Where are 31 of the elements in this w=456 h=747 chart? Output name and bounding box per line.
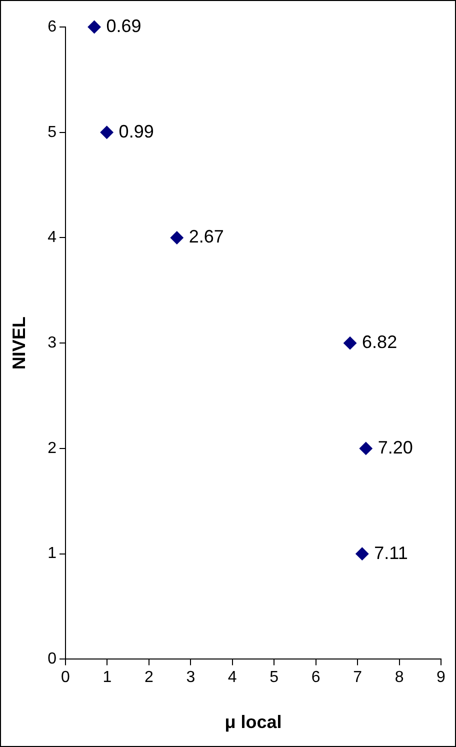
point: [170, 231, 184, 244]
x-tick-label: 3: [186, 669, 196, 686]
y-tick-label: 4: [48, 229, 57, 246]
point: [100, 126, 114, 139]
annotation: 2.67: [188, 226, 224, 247]
x-tick-label: 4: [228, 669, 237, 686]
x-tick-label: 5: [270, 669, 279, 686]
annotation: 6.82: [362, 332, 398, 352]
point: [359, 442, 372, 455]
y-tick-label: 1: [48, 545, 57, 562]
y-tick-label: 5: [48, 124, 57, 141]
x-tick-label: 1: [102, 669, 112, 686]
annotation: 0.99: [118, 121, 154, 142]
y-tick-label: 0: [48, 650, 57, 668]
x-tick-label: 0: [61, 669, 70, 686]
y-tick-label: 2: [48, 440, 57, 457]
x-tick-label: 7: [353, 669, 362, 686]
annotation: 7.20: [378, 437, 413, 458]
y-tick-label: 3: [48, 334, 57, 352]
annotation: 7.11: [374, 542, 408, 563]
x-tick-label: 6: [311, 669, 320, 686]
x-tick-label: 8: [394, 669, 404, 686]
point: [88, 20, 101, 34]
y-axis-title: NIVEL: [8, 316, 29, 370]
annotation: 0.69: [106, 16, 142, 36]
y-tick-label: 6: [48, 18, 57, 36]
point: [356, 547, 369, 560]
x-tick-label: 2: [144, 669, 154, 686]
point: [344, 336, 357, 350]
x-tick-label: 9: [436, 669, 446, 686]
x-axis-title: μ local: [224, 712, 282, 732]
